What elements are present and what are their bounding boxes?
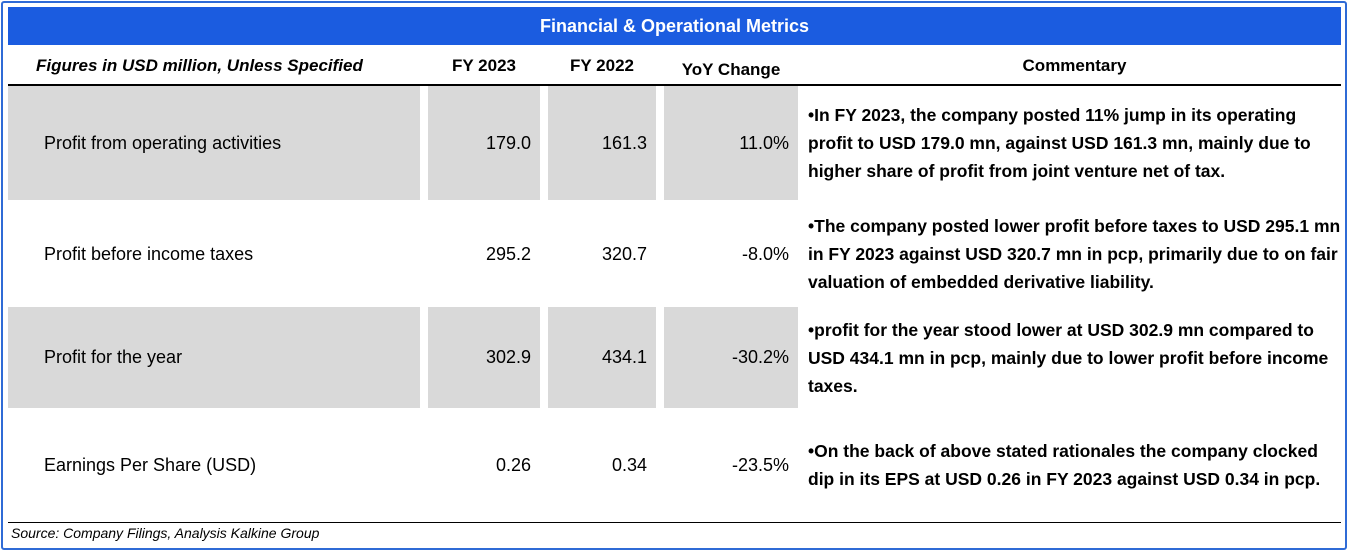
row-fy2022: 434.1 xyxy=(548,307,656,408)
row-fy2023: 0.26 xyxy=(495,454,531,475)
table-row: Profit before income taxes 295.2 320.7 -… xyxy=(8,204,1341,304)
row-fy2022: 320.7 xyxy=(601,243,647,264)
row-yoy: 11.0% xyxy=(664,86,798,200)
row-commentary: •In FY 2023, the company posted 11% jump… xyxy=(808,105,1311,181)
table-row: Profit for the year 302.9 434.1 -30.2% •… xyxy=(8,307,1341,408)
row-commentary: •The company posted lower profit before … xyxy=(808,216,1341,292)
header-commentary: Commentary xyxy=(1022,56,1127,75)
row-commentary: •profit for the year stood lower at USD … xyxy=(808,319,1329,396)
header-fy2022: FY 2022 xyxy=(570,56,634,75)
table-title: Financial & Operational Metrics xyxy=(8,7,1341,45)
footer-divider xyxy=(8,522,1341,523)
row-label: Profit for the year xyxy=(8,307,420,408)
row-label: Earnings Per Share (USD) xyxy=(44,454,257,475)
row-fy2023: 295.2 xyxy=(485,243,531,264)
header-fy2023: FY 2023 xyxy=(452,56,516,75)
table-row: Earnings Per Share (USD) 0.26 0.34 -23.5… xyxy=(8,412,1341,518)
row-yoy: -23.5% xyxy=(731,454,789,475)
header-yoy: YoY Change xyxy=(681,60,781,79)
row-label: Profit from operating activities xyxy=(8,86,420,200)
row-fy2022: 0.34 xyxy=(611,454,647,475)
row-fy2023: 302.9 xyxy=(428,307,540,408)
row-label: Profit before income taxes xyxy=(44,243,254,264)
table-row: Profit from operating activities 179.0 1… xyxy=(8,86,1341,200)
row-commentary: •On the back of above stated rationales … xyxy=(808,441,1321,489)
header-divider xyxy=(8,84,1341,86)
row-fy2023: 179.0 xyxy=(428,86,540,200)
row-yoy: -8.0% xyxy=(741,243,789,264)
source-note: Source: Company Filings, Analysis Kalkin… xyxy=(11,525,320,541)
header-metric: Figures in USD million, Unless Specified xyxy=(36,56,363,75)
row-yoy: -30.2% xyxy=(664,307,798,408)
row-fy2022: 161.3 xyxy=(548,86,656,200)
